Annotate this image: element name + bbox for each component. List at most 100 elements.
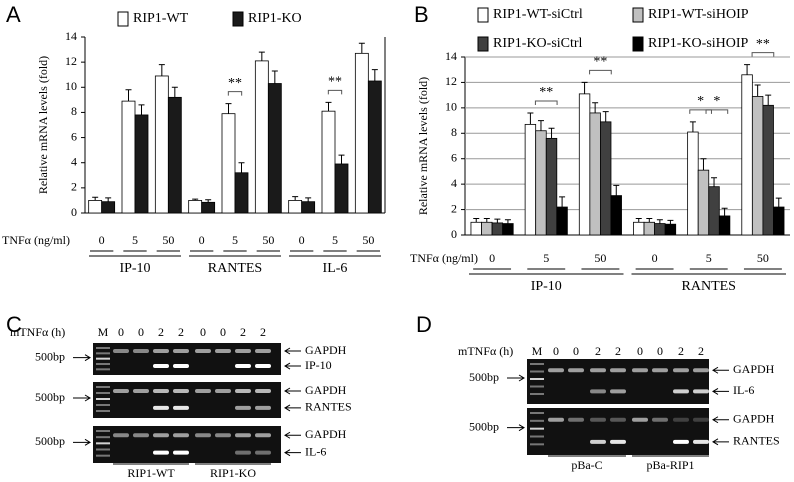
size-arrow	[507, 424, 525, 432]
marker-label: M	[532, 344, 543, 358]
ladder-band	[530, 435, 544, 438]
gel	[93, 382, 281, 418]
band	[610, 368, 626, 373]
x-tick-label: 0	[199, 233, 205, 247]
significance-bracket	[589, 69, 612, 75]
band	[693, 417, 709, 422]
band	[173, 450, 189, 455]
error-bar	[646, 217, 653, 223]
error-bar	[765, 94, 772, 106]
band	[590, 439, 606, 444]
band-label: IP-10	[305, 358, 332, 372]
y-tick-label: 0	[71, 205, 77, 219]
ladder-band	[96, 454, 110, 457]
lane-label: 2	[678, 344, 684, 358]
y-tick-label: 10	[445, 100, 457, 114]
band	[113, 433, 129, 438]
bar	[267, 83, 282, 214]
error-bar	[592, 102, 599, 113]
bar	[121, 100, 136, 214]
significance-mark: **	[593, 55, 607, 70]
band	[113, 349, 129, 353]
bar	[535, 130, 547, 236]
band	[610, 417, 626, 422]
bar	[134, 114, 149, 214]
size-label: 500bp	[469, 419, 499, 433]
legend-label: RIP1-WT	[133, 11, 189, 26]
band	[235, 389, 251, 393]
significance-mark: **	[228, 76, 242, 91]
bar	[545, 137, 558, 236]
group-label: IL-6	[323, 261, 348, 276]
error-bar	[225, 103, 232, 114]
error-bar	[667, 219, 674, 225]
ladder-band	[96, 368, 110, 371]
bar	[354, 52, 369, 214]
error-bar	[292, 196, 299, 201]
size-label: 500bp	[35, 390, 65, 404]
band	[153, 389, 169, 393]
ladder-band	[96, 430, 110, 432]
band-label: GAPDH	[305, 427, 347, 441]
band	[673, 439, 689, 444]
band-label: IL-6	[305, 444, 326, 458]
size-label: 500bp	[35, 434, 65, 448]
band	[590, 368, 606, 373]
size-label: 500bp	[35, 349, 65, 363]
band-arrow	[712, 387, 729, 395]
gel	[527, 359, 709, 404]
ladder-band	[96, 448, 110, 451]
band	[173, 349, 189, 353]
band	[153, 364, 169, 369]
significance-bracket	[751, 52, 775, 57]
group-label: pBa-C	[571, 458, 602, 472]
panel-label: A	[6, 2, 21, 27]
group-label: RANTES	[208, 261, 262, 276]
y-tick-label: 2	[71, 180, 77, 194]
error-bar	[483, 217, 490, 223]
significance-mark: **	[328, 75, 342, 90]
error-bar	[305, 197, 312, 202]
band-label: IL-6	[733, 383, 754, 397]
band	[215, 389, 231, 393]
lane-label: 0	[200, 325, 206, 339]
band-arrow	[284, 431, 301, 439]
group-label: IP-10	[119, 261, 150, 276]
error-bar	[92, 196, 99, 201]
y-axis-label: Relative mRNA levels (fold)	[36, 56, 50, 194]
x-tick-label: 5	[232, 233, 238, 247]
y-tick-label: 10	[65, 79, 77, 93]
x-tick-label: 0	[99, 233, 105, 247]
gel	[93, 343, 281, 375]
bar	[334, 163, 349, 214]
y-tick-label: 4	[451, 176, 457, 190]
band	[590, 389, 606, 394]
band	[255, 433, 271, 438]
y-tick-label: 4	[71, 154, 77, 168]
ladder-band	[96, 386, 110, 388]
error-bar	[613, 184, 620, 196]
error-bar	[358, 42, 365, 54]
band-arrow	[712, 416, 729, 424]
error-bar	[238, 162, 245, 173]
error-bar	[205, 199, 212, 203]
bar	[633, 221, 645, 236]
band-label: RANTES	[733, 434, 780, 448]
error-bar	[537, 120, 544, 131]
bar	[188, 200, 203, 214]
band	[568, 368, 584, 373]
gel	[93, 426, 281, 463]
error-bar	[504, 219, 511, 224]
group-label: RIP1-KO	[210, 466, 256, 480]
error-bar	[371, 69, 378, 81]
y-axis-label: Relative mRNA levels (fold)	[416, 77, 430, 215]
ladder-band	[96, 398, 110, 400]
band-arrow	[712, 366, 729, 374]
marker-label: M	[98, 325, 109, 339]
ladder-band	[96, 363, 110, 365]
band	[548, 417, 564, 422]
error-bar	[494, 218, 501, 223]
y-tick-label: 12	[65, 54, 77, 68]
lane-label: 0	[138, 325, 144, 339]
bar	[589, 112, 601, 236]
